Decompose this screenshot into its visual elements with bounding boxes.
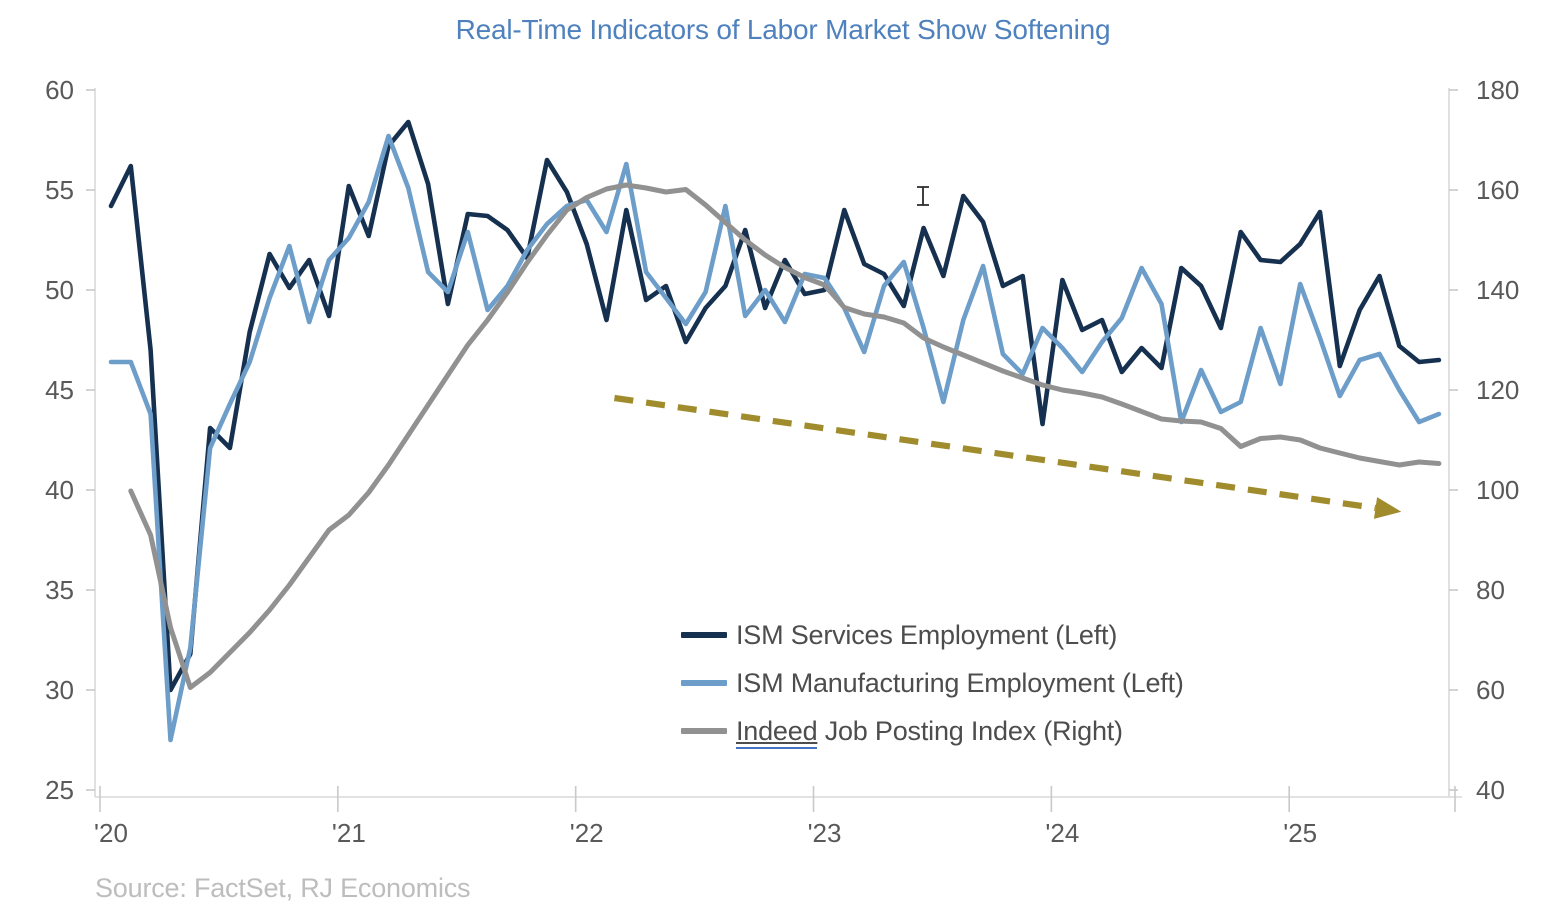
svg-text:'24: '24 <box>1045 818 1079 848</box>
indeed-label-rest: Job Posting Index (Right) <box>817 715 1123 746</box>
legend-label-manufacturing: ISM Manufacturing Employment (Left) <box>736 667 1184 698</box>
legend-label-services: ISM Services Employment (Left) <box>736 619 1118 650</box>
svg-text:40: 40 <box>45 475 74 505</box>
legend: ISM Services Employment (Left) ISM Manuf… <box>681 611 1184 755</box>
source-note: Source: FactSet, RJ Economics <box>95 873 471 903</box>
svg-text:60: 60 <box>1476 675 1505 705</box>
svg-text:180: 180 <box>1476 75 1519 105</box>
svg-text:100: 100 <box>1476 475 1519 505</box>
svg-text:50: 50 <box>45 275 74 305</box>
svg-text:30: 30 <box>45 675 74 705</box>
indeed-underlined-word: Indeed <box>736 715 818 749</box>
text-cursor-icon <box>917 186 929 206</box>
series-line-2 <box>128 182 1442 690</box>
legend-item-indeed: Indeed Job Posting Index (Right) <box>681 707 1184 755</box>
svg-text:'25: '25 <box>1283 818 1317 848</box>
svg-text:120: 120 <box>1476 375 1519 405</box>
legend-item-services: ISM Services Employment (Left) <box>681 611 1184 659</box>
svg-text:45: 45 <box>45 375 74 405</box>
svg-text:35: 35 <box>45 575 74 605</box>
svg-text:80: 80 <box>1476 575 1505 605</box>
svg-text:160: 160 <box>1476 175 1519 205</box>
manufacturing-line-swatch-icon <box>681 680 727 686</box>
x-axis: '20 '21 '22 '23 '24 '25 <box>94 786 1456 848</box>
svg-text:60: 60 <box>45 75 74 105</box>
svg-text:40: 40 <box>1476 775 1505 805</box>
legend-item-manufacturing: ISM Manufacturing Employment (Left) <box>681 659 1184 707</box>
series-line-1 <box>108 133 1442 743</box>
svg-text:140: 140 <box>1476 275 1519 305</box>
downtrend-arrow <box>613 394 1402 519</box>
indeed-line-swatch-icon <box>681 728 727 734</box>
svg-text:25: 25 <box>45 775 74 805</box>
legend-label-indeed: Indeed Job Posting Index (Right) <box>736 715 1123 749</box>
axis-lines <box>94 88 1462 798</box>
left-axis: 60 55 50 45 40 35 30 25 <box>45 75 95 805</box>
services-line-swatch-icon <box>681 632 727 638</box>
svg-text:'21: '21 <box>332 818 366 848</box>
right-axis: 180 160 140 120 100 80 60 40 <box>1449 75 1519 805</box>
svg-text:55: 55 <box>45 175 74 205</box>
svg-text:'23: '23 <box>808 818 842 848</box>
chart-title: Real-Time Indicators of Labor Market Sho… <box>455 14 1111 45</box>
series-line-0 <box>108 119 1442 693</box>
svg-text:'22: '22 <box>570 818 604 848</box>
svg-text:'20: '20 <box>94 818 128 848</box>
